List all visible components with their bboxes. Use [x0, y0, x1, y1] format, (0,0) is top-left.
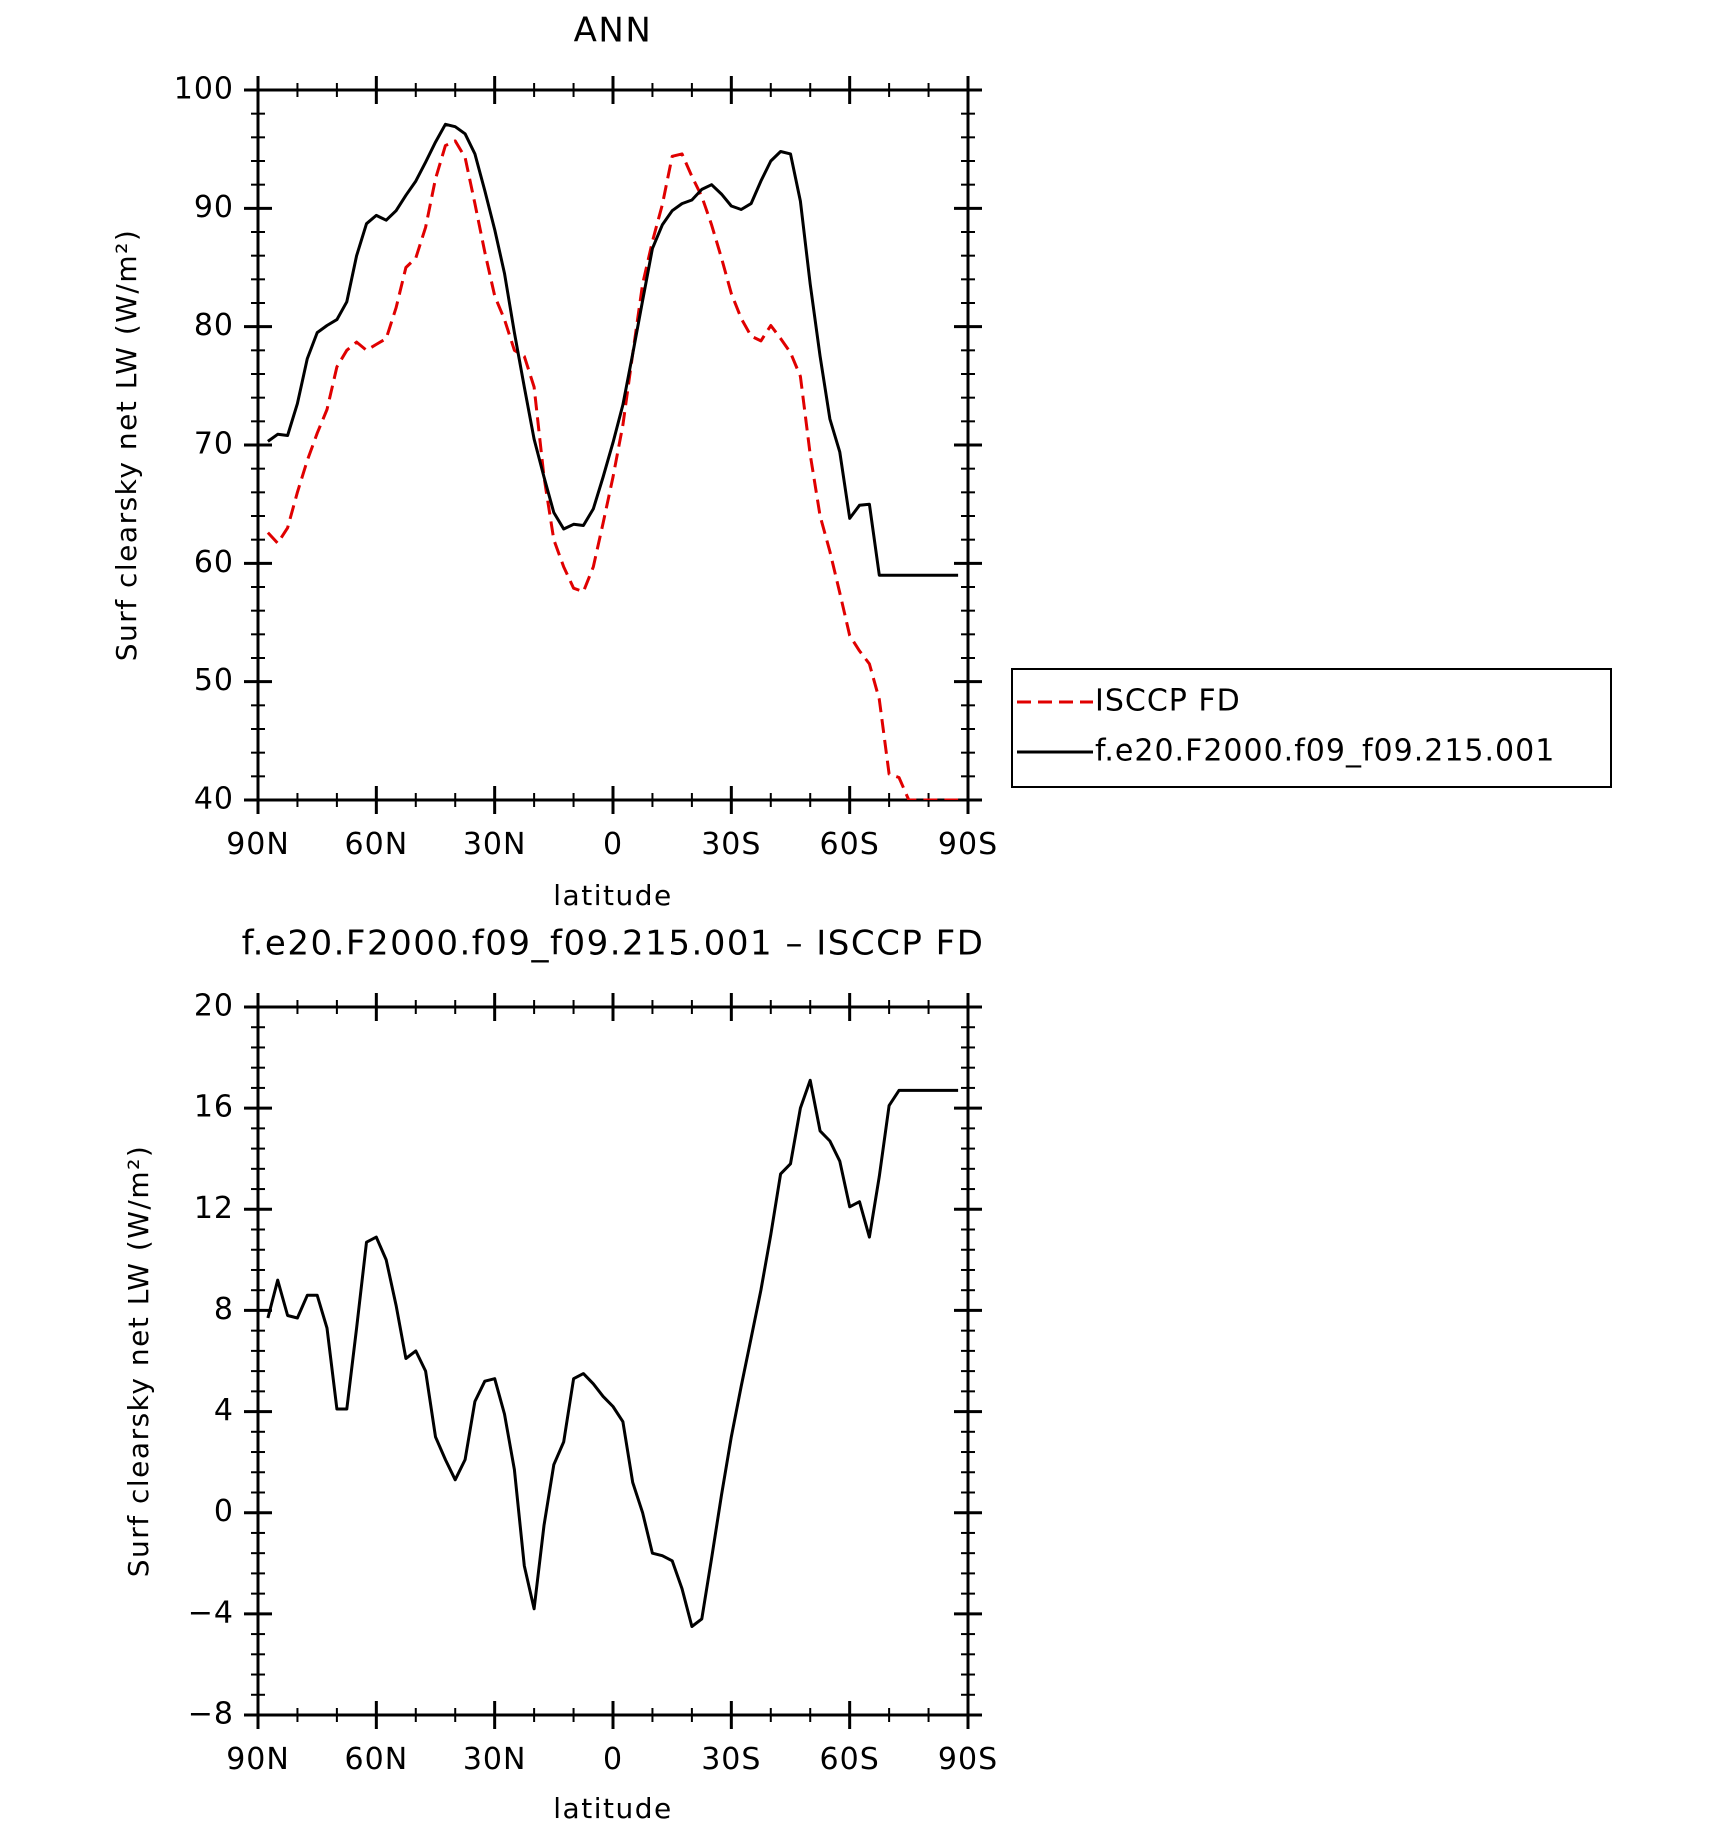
x-tick-label: 90S	[938, 827, 998, 862]
series-line-1	[266, 1078, 959, 1628]
x-tick-label: 90N	[226, 827, 290, 862]
y-tick-label: 8	[214, 1292, 234, 1327]
y-tick-label: 60	[194, 545, 234, 580]
plot-frame	[256, 1005, 970, 1717]
x-tick-label: 30S	[701, 1742, 761, 1777]
y-tick-label: −8	[188, 1697, 234, 1732]
x-tick-label: 60N	[345, 1742, 409, 1777]
x-tick-label: 60S	[820, 1742, 880, 1777]
y-axis-label: Surf clearsky net LW (W/m²)	[122, 1145, 155, 1578]
x-tick-label: 30S	[701, 827, 761, 862]
y-tick-label: 70	[194, 427, 234, 462]
series-line-1	[266, 139, 959, 800]
x-tick-label: 30N	[463, 827, 527, 862]
legend-label-1: ISCCP FD	[1095, 684, 1241, 719]
chart-panel-1: ANN 90N 60N 30N 0 30S 60S 90S 100 90 80 70 60 50 40 lat…	[110, 11, 1612, 912]
x-axis-label: latitude	[553, 879, 672, 912]
y-tick-label: 90	[194, 190, 234, 225]
y-tick-label: 20	[194, 989, 234, 1024]
chart-panel-2: f.e20.F2000.f09_f09.215.001 – ISCCP FD 90…	[122, 924, 998, 1826]
x-tick-label: 30N	[463, 1742, 527, 1777]
chart-title: ANN	[574, 11, 653, 51]
y-tick-label: 0	[214, 1494, 234, 1529]
legend-label-2: f.e20.F2000.f09_f09.215.001	[1095, 734, 1555, 769]
y-tick-label: 12	[194, 1191, 234, 1226]
y-tick-label: 100	[174, 72, 234, 107]
x-axis-label: latitude	[553, 1792, 672, 1825]
x-tick-label: 0	[603, 1742, 623, 1777]
legend: ISCCP FD f.e20.F2000.f09_f09.215.001	[1011, 668, 1612, 788]
y-tick-label: 80	[194, 308, 234, 343]
y-tick-label: 16	[194, 1090, 234, 1125]
y-tick-label: 50	[194, 663, 234, 698]
x-tick-label: 0	[603, 827, 623, 862]
x-tick-label: 60N	[345, 827, 409, 862]
y-axis-label: Surf clearsky net LW (W/m²)	[110, 229, 143, 662]
chart-title: f.e20.F2000.f09_f09.215.001 – ISCCP FD	[242, 924, 985, 964]
series-line-2	[267, 122, 959, 577]
y-tick-label: 4	[214, 1393, 234, 1428]
y-tick-label: −4	[188, 1595, 234, 1630]
x-tick-label: 90S	[938, 1742, 998, 1777]
x-tick-label: 60S	[820, 827, 880, 862]
x-tick-label: 90N	[226, 1742, 290, 1777]
legend-box	[1011, 668, 1612, 788]
y-tick-label: 40	[194, 782, 234, 817]
